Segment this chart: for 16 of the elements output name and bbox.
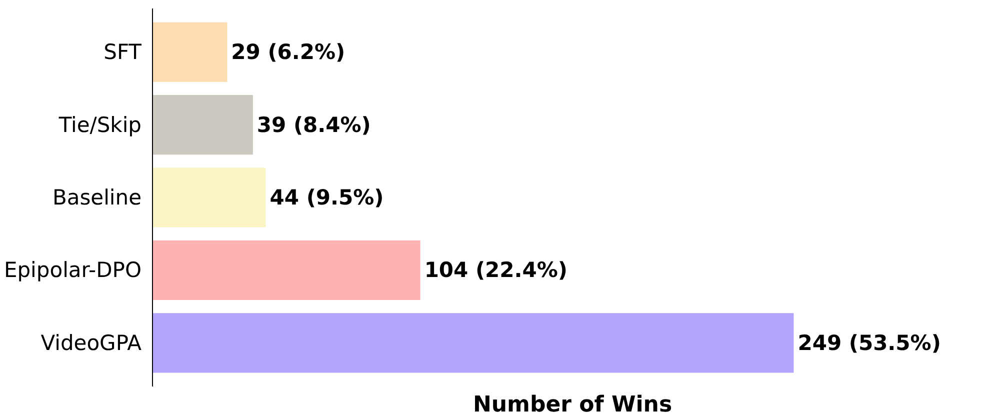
data-label: 104 (22.4%) [424, 258, 568, 282]
bar [152, 313, 794, 373]
y-tick-label: VideoGPA [40, 330, 142, 355]
data-label: 44 (9.5%) [270, 186, 384, 210]
bar [152, 168, 266, 228]
bar [152, 240, 420, 300]
data-label: 29 (6.2%) [231, 40, 346, 64]
y-tick-label: Epipolar-DPO [4, 258, 142, 282]
bar [152, 22, 228, 82]
y-tick-label: Baseline [52, 186, 142, 210]
data-label: 39 (8.4%) [256, 112, 371, 137]
y-tick-label: Tie/Skip [58, 112, 142, 137]
y-tick-label: SFT [104, 40, 142, 64]
x-axis-title: Number of Wins [472, 392, 672, 418]
data-label: 249 (53.5%) [798, 330, 941, 355]
bar [152, 95, 253, 155]
